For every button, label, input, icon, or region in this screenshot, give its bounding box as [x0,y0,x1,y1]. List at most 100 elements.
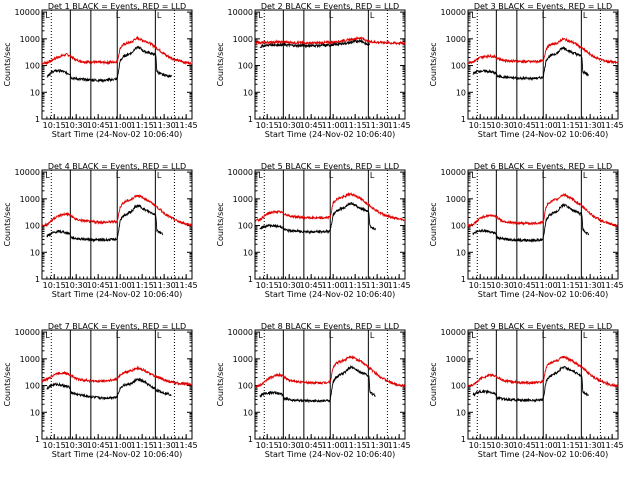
x-tick-label: 10:15 [469,281,492,290]
x-tick-label: 11:30 [153,121,176,130]
detector-panel-9: Det 9 BLACK = Events, RED = LLD 1 10 100 100… [429,322,624,459]
panel-title: Det 9 BLACK = Events, RED = LLD [474,322,612,331]
y-axis-label: Counts/sec [216,42,225,86]
panel-title: Det 3 BLACK = Events, RED = LLD [474,2,612,11]
time-marker-label: L [542,331,547,340]
x-tick-label: 10:30 [278,441,301,450]
x-tick-label: 10:15 [469,441,492,450]
time-marker-label: L [471,331,476,340]
x-axis-label: Start Time (24-Nov-02 10:06:40) [478,290,608,299]
y-tick-label: 1000 [446,355,466,364]
y-tick-label: 10000 [15,168,40,177]
time-marker-label: L [157,11,162,20]
detector-panel-2: Det 2 BLACK = Events, RED = LLD 1 10 100 100… [216,2,411,139]
x-tick-label: 10:30 [491,281,514,290]
y-tick-label: 10 [243,88,253,97]
x-tick-label: 11:15 [131,121,154,130]
lld-series-line [41,194,193,228]
y-tick-label: 10 [30,408,40,417]
x-tick-label: 11:15 [344,281,367,290]
panel-title: Det 5 BLACK = Events, RED = LLD [261,162,399,171]
events-series-line [46,377,172,401]
x-tick-label: 11:15 [131,281,154,290]
x-tick-label: 11:15 [557,281,580,290]
panel-title: Det 1 BLACK = Events, RED = LLD [48,2,186,11]
time-marker-label: L [542,11,547,20]
x-tick-label: 11:45 [175,281,198,290]
events-series-line [259,364,376,404]
lld-series-line [254,191,406,223]
x-axis-label: Start Time (24-Nov-02 10:06:40) [478,450,608,459]
y-tick-label: 100 [238,382,253,391]
time-marker-label: L [45,331,50,340]
x-tick-label: 11:30 [153,281,176,290]
time-marker-label: L [157,171,162,180]
x-tick-label: 10:15 [256,441,279,450]
x-tick-label: 11:00 [109,281,132,290]
x-tick-label: 10:45 [513,121,536,130]
y-axis-label: Counts/sec [3,362,12,406]
x-tick-label: 11:45 [388,281,411,290]
y-tick-label: 100 [25,382,40,391]
x-tick-label: 10:30 [278,121,301,130]
x-tick-label: 11:30 [366,281,389,290]
x-tick-label: 10:30 [65,281,88,290]
time-marker-label: L [370,171,375,180]
x-axis-label: Start Time (24-Nov-02 10:06:40) [265,450,395,459]
y-tick-label: 1000 [233,35,253,44]
x-tick-label: 10:45 [87,441,110,450]
events-series-line [472,45,590,81]
lld-series-line [254,36,406,46]
detector-panel-8: Det 8 BLACK = Events, RED = LLD 1 10 100 100… [216,322,411,459]
y-tick-label: 1 [461,115,466,124]
y-tick-label: 10 [456,408,466,417]
y-tick-label: 100 [238,222,253,231]
y-tick-label: 1000 [233,195,253,204]
panel-title: Det 8 BLACK = Events, RED = LLD [261,322,399,331]
y-tick-label: 10 [30,248,40,257]
time-marker-label: L [370,11,375,20]
x-tick-label: 11:00 [322,441,345,450]
panel-title: Det 6 BLACK = Events, RED = LLD [474,162,612,171]
x-tick-label: 10:15 [256,281,279,290]
x-tick-label: 10:45 [300,281,323,290]
x-tick-label: 11:00 [535,281,558,290]
time-marker-label: L [116,331,121,340]
time-marker-label: L [45,171,50,180]
y-tick-label: 10000 [228,168,253,177]
x-tick-label: 10:45 [300,441,323,450]
y-axis-label: Counts/sec [216,362,225,406]
x-tick-label: 11:45 [175,441,198,450]
x-axis-label: Start Time (24-Nov-02 10:06:40) [265,290,395,299]
time-marker-label: L [157,331,162,340]
x-tick-label: 10:30 [65,441,88,450]
panel-title: Det 7 BLACK = Events, RED = LLD [48,322,186,331]
y-tick-label: 1000 [20,35,40,44]
lld-series-line [41,365,193,386]
x-tick-label: 11:00 [109,121,132,130]
y-tick-label: 100 [25,62,40,71]
x-axis-label: Start Time (24-Nov-02 10:06:40) [478,130,608,139]
x-tick-label: 10:30 [278,281,301,290]
lld-series-line [41,35,193,66]
y-axis-label: Counts/sec [429,42,438,86]
events-series-line [472,202,590,243]
x-tick-label: 10:45 [300,121,323,130]
x-tick-label: 10:45 [513,281,536,290]
time-marker-label: L [116,171,121,180]
x-tick-label: 10:15 [43,121,66,130]
events-series-line [259,202,377,235]
y-tick-label: 100 [451,382,466,391]
y-tick-label: 100 [451,222,466,231]
x-tick-label: 11:15 [557,121,580,130]
detector-panel-1: Det 1 BLACK = Events, RED = LLD 1 10 100 100… [3,2,198,139]
x-tick-label: 11:45 [601,281,624,290]
x-tick-label: 11:45 [601,441,624,450]
y-axis-label: Counts/sec [429,362,438,406]
time-marker-label: L [258,331,263,340]
x-tick-label: 10:15 [43,441,66,450]
time-marker-label: L [471,11,476,20]
y-tick-label: 10 [243,408,253,417]
y-tick-label: 1 [35,435,40,444]
x-tick-label: 11:00 [322,121,345,130]
